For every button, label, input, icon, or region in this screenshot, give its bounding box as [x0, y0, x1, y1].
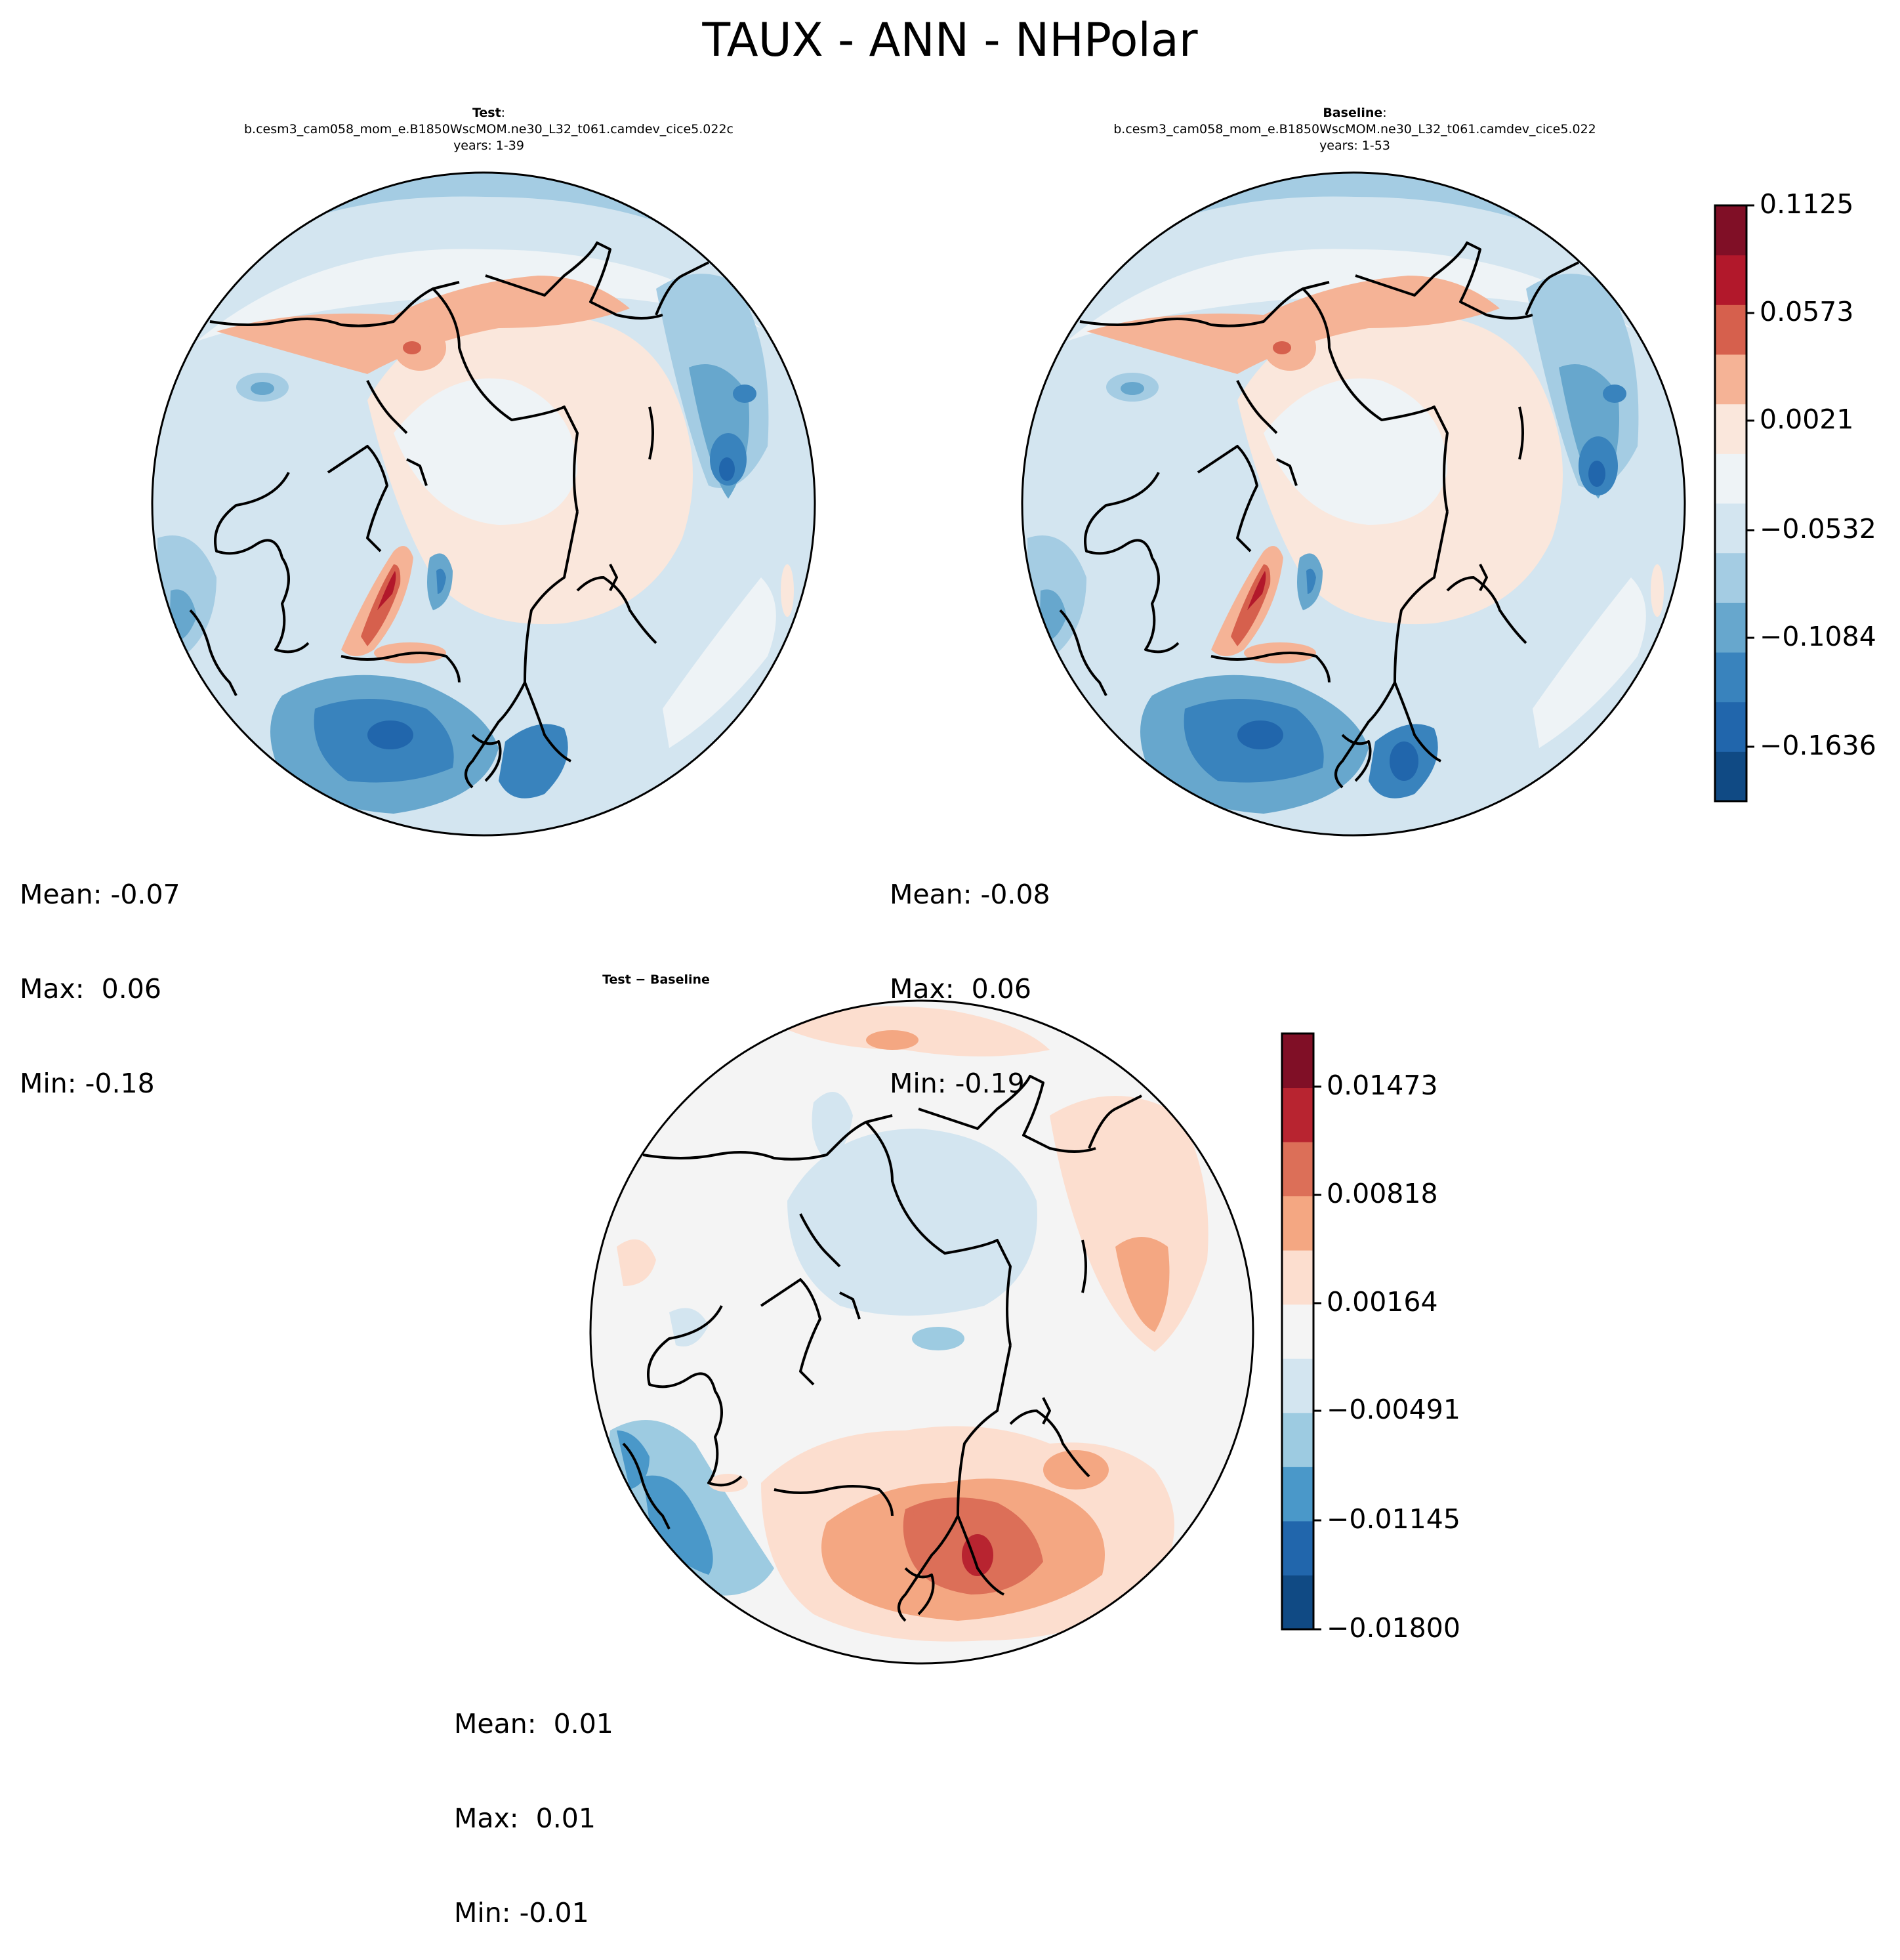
main-colorbar-tick-label: −0.0532: [1760, 513, 1876, 545]
diff-colorbar-segment: [1282, 1575, 1313, 1630]
test-panel-title: Test: b.cesm3_cam058_mom_e.B1850WscMOM.n…: [66, 105, 912, 154]
diff-colorbar-segment: [1282, 1412, 1313, 1467]
diff-colorbar-tick-label: −0.01800: [1327, 1612, 1460, 1644]
main-colorbar-segment: [1715, 751, 1746, 802]
baseline-stat-max: Max: 0.06: [890, 973, 1031, 1005]
diff-colorbar-segment: [1282, 1196, 1313, 1251]
main-colorbar-tick-label: 0.0573: [1760, 296, 1854, 327]
diff-colorbar-tick-label: 0.00818: [1327, 1178, 1438, 1209]
diff-colorbar-tick-label: 0.00164: [1327, 1286, 1438, 1318]
main-colorbar-tick-label: −0.1084: [1760, 621, 1876, 652]
main-colorbar-segment: [1715, 354, 1746, 405]
main-colorbar-segment: [1715, 453, 1746, 504]
main-colorbar-segment: [1715, 205, 1746, 256]
diff-map: [589, 999, 1254, 1665]
diff-stat-max: Max: 0.01: [454, 1803, 596, 1834]
diff-colorbar-segment: [1282, 1358, 1313, 1413]
main-colorbar-segment: [1715, 602, 1746, 653]
diff-colorbar-frame: [1281, 1032, 1315, 1631]
main-colorbar-segment: [1715, 404, 1746, 454]
baseline-stat-min: Min: -0.19: [890, 1068, 1025, 1099]
diff-colorbar-segment: [1282, 1250, 1313, 1305]
diff-heading: Test − Baseline: [602, 972, 710, 987]
test-heading: Test: [472, 106, 501, 120]
diff-colorbar-segment: [1282, 1142, 1313, 1197]
main-colorbar-tick-label: 0.0021: [1760, 404, 1854, 435]
baseline-stat-mean: Mean: -0.08: [890, 879, 1050, 910]
diff-stats: Mean: 0.01 Max: 0.01 Min: -0.01: [454, 1645, 613, 1960]
main-colorbar-frame: [1714, 204, 1748, 803]
main-colorbar-segment: [1715, 503, 1746, 554]
main-colorbar-segment: [1715, 701, 1746, 752]
baseline-map: [1021, 171, 1686, 837]
diff-colorbar-segment: [1282, 1304, 1313, 1359]
baseline-years: years: 1-53: [1319, 138, 1390, 153]
diff-colorbar-segment: [1282, 1033, 1313, 1089]
figure-canvas: [151, 171, 1754, 1665]
figure-title: TAUX - ANN - NHPolar: [702, 13, 1198, 67]
main-colorbar-segment: [1715, 553, 1746, 603]
diff-colorbar: [1281, 1032, 1321, 1631]
test-stats: Mean: -0.07 Max: 0.06 Min: -0.18: [20, 816, 180, 1131]
main-colorbar-segment: [1715, 255, 1746, 305]
diff-colorbar-tick-label: 0.01473: [1327, 1070, 1438, 1101]
main-colorbar-segment: [1715, 304, 1746, 355]
main-colorbar-segment: [1715, 652, 1746, 703]
baseline-case-name: b.cesm3_cam058_mom_e.B1850WscMOM.ne30_L3…: [1113, 122, 1596, 136]
test-stat-mean: Mean: -0.07: [20, 879, 180, 910]
test-years: years: 1-39: [453, 138, 524, 153]
baseline-stats: Mean: -0.08 Max: 0.06 Min: -0.19: [890, 816, 1050, 1131]
diff-colorbar-segment: [1282, 1087, 1313, 1142]
diff-stat-mean: Mean: 0.01: [454, 1708, 613, 1740]
diff-colorbar-tick-label: −0.00491: [1327, 1394, 1460, 1425]
diff-stat-min: Min: -0.01: [454, 1897, 589, 1929]
diff-colorbar-tick-label: −0.01145: [1327, 1503, 1460, 1535]
main-colorbar-tick-label: −0.1636: [1760, 730, 1876, 761]
main-colorbar: [1714, 204, 1754, 803]
diff-colorbar-segment: [1282, 1520, 1313, 1575]
diff-panel-title: Test − Baseline: [459, 972, 853, 988]
test-stat-min: Min: -0.18: [20, 1068, 155, 1099]
test-map: [151, 171, 816, 837]
baseline-heading: Baseline: [1323, 106, 1383, 120]
test-stat-max: Max: 0.06: [20, 973, 161, 1005]
main-colorbar-tick-label: 0.1125: [1760, 188, 1854, 220]
diff-colorbar-segment: [1282, 1467, 1313, 1522]
test-case-name: b.cesm3_cam058_mom_e.B1850WscMOM.ne30_L3…: [244, 122, 733, 136]
baseline-panel-title: Baseline: b.cesm3_cam058_mom_e.B1850WscM…: [932, 105, 1778, 154]
